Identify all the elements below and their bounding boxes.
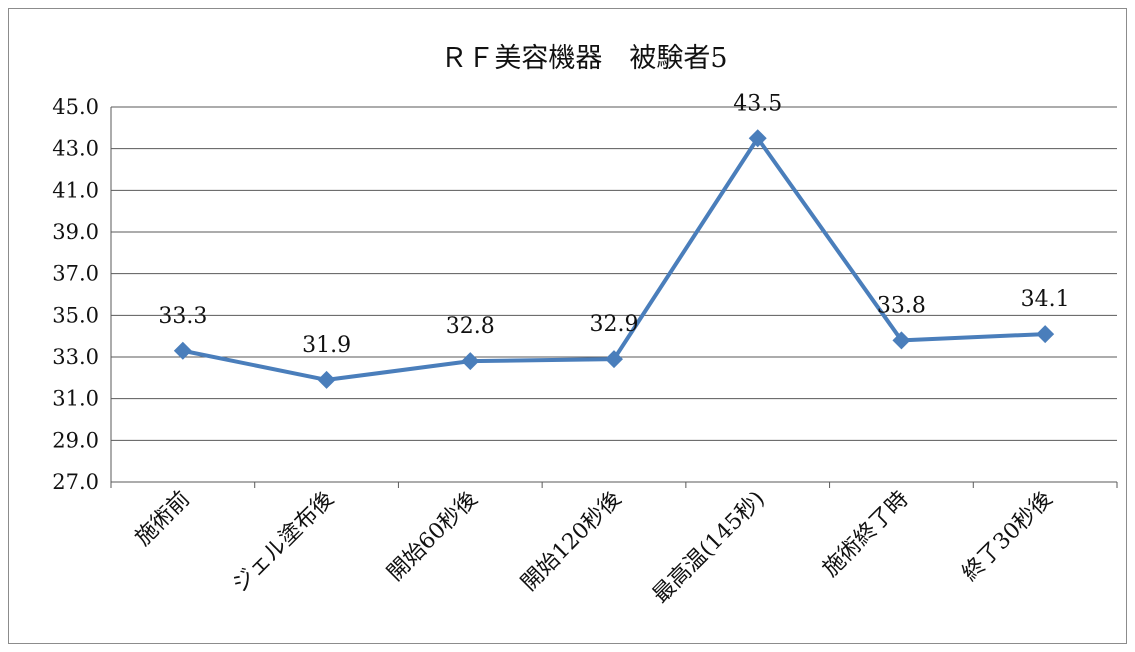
data-point-marker [1036,325,1055,344]
data-label: 33.8 [877,293,926,318]
y-tick-label: 27.0 [52,470,99,494]
data-label: 43.5 [733,91,782,116]
line-chart: 27.0 29.0 31.0 33.0 35.0 37.0 39.0 41.0 43.0 45.0… [52,43,1118,609]
data-label: 31.9 [302,333,351,358]
x-category-label: ジェル塗布後 [228,487,339,598]
data-label: 34.1 [1021,287,1070,312]
y-tick-label: 41.0 [52,178,99,202]
x-category-label: 施術前 [131,487,195,551]
x-category-label: 終了30秒後 [958,487,1058,587]
y-tick-label: 43.0 [52,137,99,161]
y-tick-label: 33.0 [52,345,99,369]
y-tick-label: 45.0 [52,95,99,119]
x-category-label: 施術終了時 [818,487,913,582]
chart-title: ＲＦ美容機器 被験者5 [440,43,727,74]
x-category-label: 最高温(145秒) [648,487,770,609]
x-category-label: 開始120秒後 [517,487,627,597]
y-tick-label: 39.0 [52,220,99,244]
data-point-marker [605,350,623,369]
y-tick-label: 31.0 [52,387,99,411]
y-tick-label: 35.0 [52,303,99,327]
y-tick-label: 37.0 [52,262,99,286]
data-point-marker [461,352,480,371]
data-point-marker [892,331,911,350]
data-point-marker [317,370,336,389]
data-label: 32.9 [590,312,639,337]
data-label: 32.8 [446,314,495,339]
data-point-marker [173,341,192,360]
chart-frame: 27.0 29.0 31.0 33.0 35.0 37.0 39.0 41.0 43.0 45.0… [8,8,1127,644]
x-category-label: 開始60秒後 [383,487,483,587]
data-point-marker [748,129,767,148]
y-tick-label: 29.0 [52,428,99,452]
data-label: 33.3 [158,304,207,329]
